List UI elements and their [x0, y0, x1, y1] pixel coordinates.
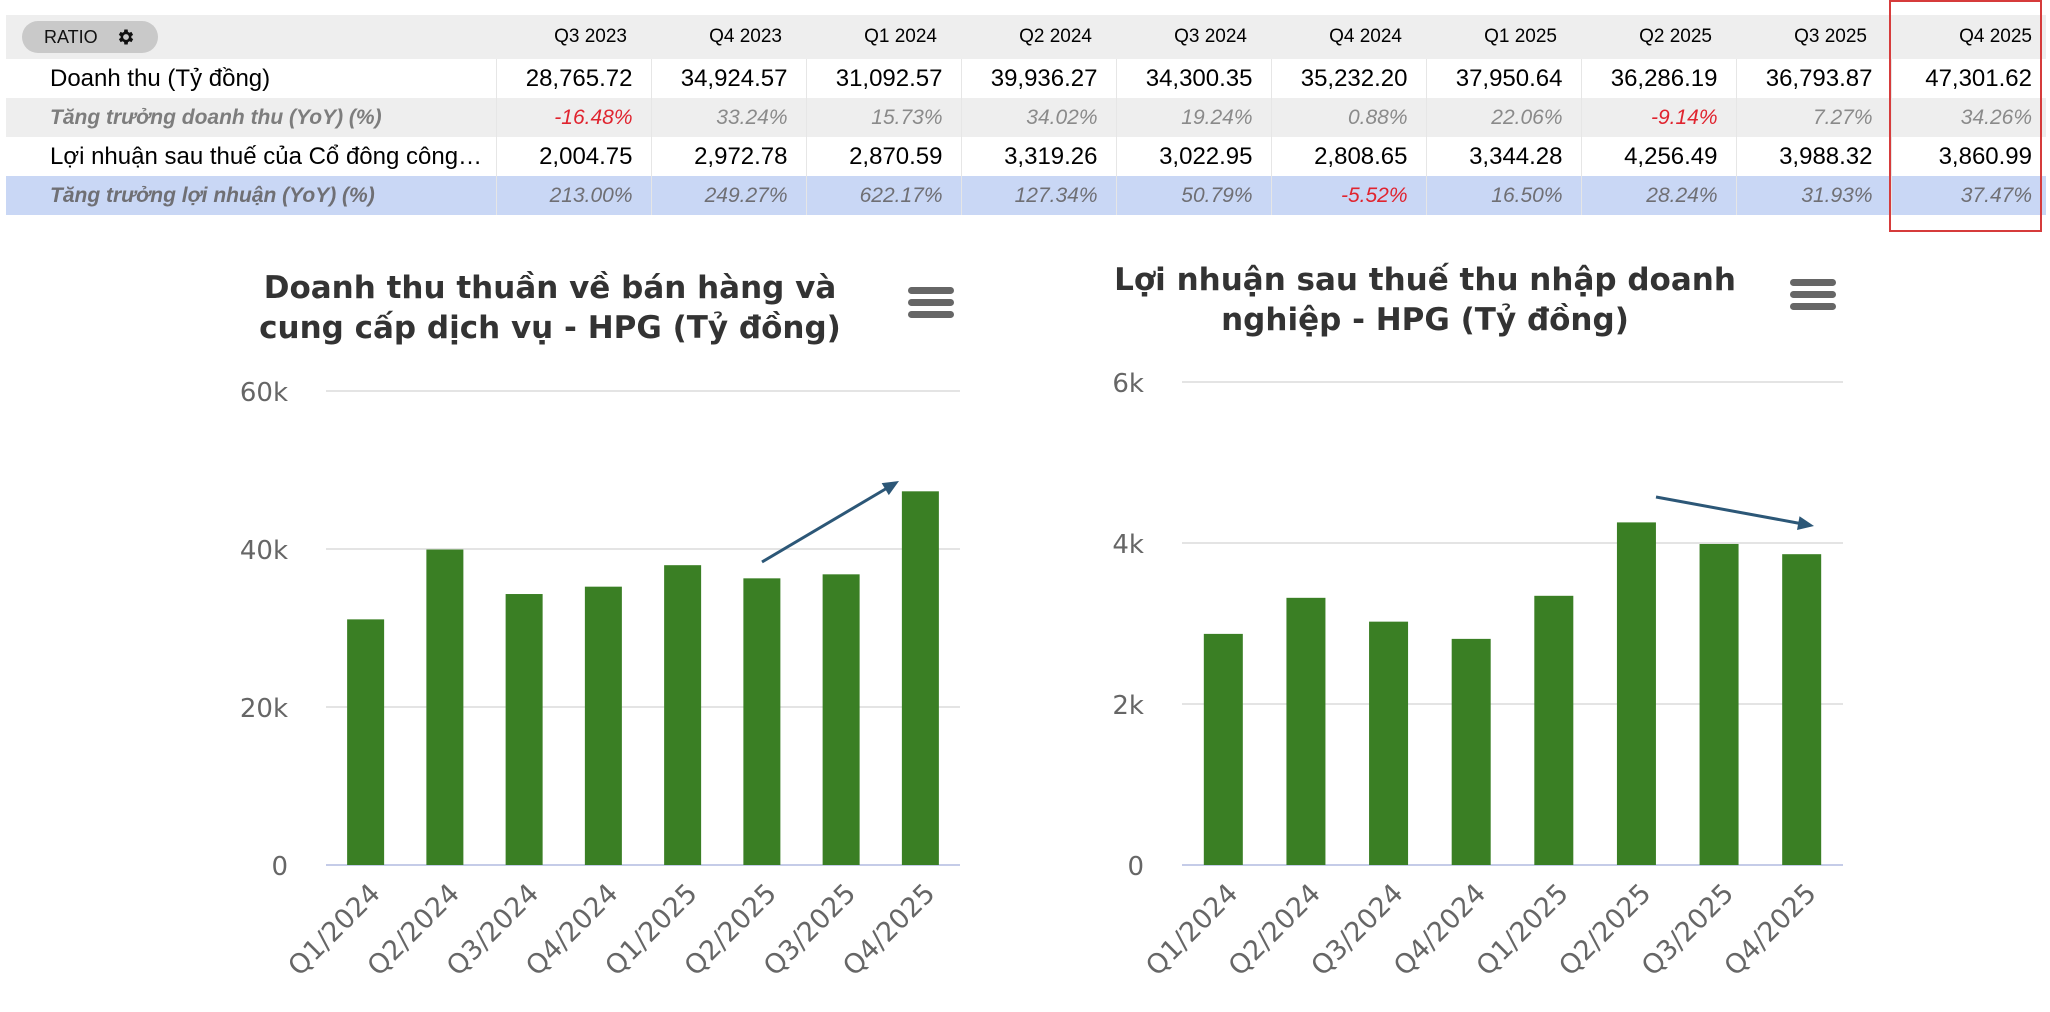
- chart2-title-line1: Lợi nhuận sau thuế thu nhập doanh: [1114, 262, 1736, 298]
- bar[interactable]: [426, 549, 464, 865]
- table-cell: 34.02%: [960, 98, 1116, 137]
- bar[interactable]: [505, 594, 543, 865]
- table-cell: 31,092.57: [805, 59, 961, 98]
- chart1-title-line2: cung cấp dịch vụ - HPG (Tỷ đồng): [259, 310, 841, 346]
- period-header[interactable]: Q4 2023: [709, 26, 782, 47]
- period-header[interactable]: Q3 2023: [554, 26, 627, 47]
- table-cell: 7.27%: [1735, 98, 1891, 137]
- table-cell: 50.79%: [1115, 176, 1271, 215]
- table-cell: 2,972.78: [650, 137, 806, 176]
- table-row: Tăng trưởng lợi nhuận (YoY) (%) 213.00% 24…: [6, 176, 2046, 215]
- chart1-title-line1: Doanh thu thuần về bán hàng và: [263, 270, 837, 306]
- table-cell: 3,860.99: [1890, 137, 2046, 176]
- y-tick-label: 6k: [1112, 369, 1144, 399]
- bar[interactable]: [1203, 633, 1243, 865]
- period-header[interactable]: Q3 2024: [1174, 26, 1247, 47]
- table-cell: 28,765.72: [495, 59, 651, 98]
- table-cell: 0.88%: [1270, 98, 1426, 137]
- chart2-title: Lợi nhuận sau thuế thu nhập doanh nghiệp…: [1105, 260, 1745, 340]
- gear-icon[interactable]: [116, 27, 136, 47]
- y-tick-label: 60k: [240, 378, 288, 408]
- table-cell: 19.24%: [1115, 98, 1271, 137]
- table-cell: 39,936.27: [960, 59, 1116, 98]
- bar[interactable]: [901, 491, 939, 865]
- period-header[interactable]: Q4 2025: [1959, 26, 2032, 47]
- period-header[interactable]: Q3 2025: [1794, 26, 1867, 47]
- table-cell: 37,950.64: [1425, 59, 1581, 98]
- table-cell: 22.06%: [1425, 98, 1581, 137]
- table-cell: -5.52%: [1270, 176, 1426, 215]
- table-cell: 2,870.59: [805, 137, 961, 176]
- y-tick-label: 0: [1127, 852, 1144, 882]
- revenue-bar-chart: 020k40k60kQ1/2024Q2/2024Q3/2024Q4/2024Q1…: [240, 378, 960, 982]
- table-cell: 2,004.75: [495, 137, 651, 176]
- table-cell: 15.73%: [805, 98, 961, 137]
- table-cell: 249.27%: [650, 176, 806, 215]
- table-cell: 4,256.49: [1580, 137, 1736, 176]
- table-cell: 33.24%: [650, 98, 806, 137]
- table-cell: 35,232.20: [1270, 59, 1426, 98]
- chart2-menu-icon[interactable]: [1790, 279, 1836, 317]
- chart1-title: Doanh thu thuần về bán hàng và cung cấp …: [230, 268, 870, 348]
- bar[interactable]: [664, 565, 702, 865]
- chart2-title-line2: nghiệp - HPG (Tỷ đồng): [1221, 302, 1629, 338]
- ratio-label: RATIO: [44, 26, 98, 47]
- table-row: Lợi nhuận sau thuế của Cổ đông công… 2,00…: [6, 137, 2046, 176]
- x-tick-label: Q4/2025: [1719, 878, 1823, 982]
- table-row: Tăng trưởng doanh thu (YoY) (%) -16.48% 33…: [6, 98, 2046, 137]
- trend-up-arrow: [761, 481, 899, 564]
- table-cell: 36,286.19: [1580, 59, 1736, 98]
- table-cell: 213.00%: [495, 176, 651, 215]
- table-cell: 3,319.26: [960, 137, 1116, 176]
- bar[interactable]: [347, 619, 385, 865]
- y-tick-label: 0: [271, 852, 288, 882]
- table-cell: 622.17%: [805, 176, 961, 215]
- period-header[interactable]: Q4 2024: [1329, 26, 1402, 47]
- period-header[interactable]: Q1 2025: [1484, 26, 1557, 47]
- y-tick-label: 4k: [1112, 530, 1144, 560]
- bar[interactable]: [1534, 595, 1574, 865]
- y-tick-label: 2k: [1112, 691, 1144, 721]
- bar[interactable]: [1616, 522, 1656, 865]
- trend-down-arrow: [1655, 495, 1814, 530]
- bar[interactable]: [1369, 621, 1409, 865]
- table-cell: 31.93%: [1735, 176, 1891, 215]
- bar[interactable]: [1451, 638, 1491, 865]
- y-tick-label: 20k: [240, 694, 288, 724]
- table-cell: -9.14%: [1580, 98, 1736, 137]
- table-cell: 127.34%: [960, 176, 1116, 215]
- bar[interactable]: [1286, 597, 1326, 865]
- y-tick-label: 40k: [240, 536, 288, 566]
- bar[interactable]: [1782, 554, 1822, 865]
- period-header[interactable]: Q2 2024: [1019, 26, 1092, 47]
- table-cell: 34,924.57: [650, 59, 806, 98]
- period-header[interactable]: Q1 2024: [864, 26, 937, 47]
- table-cell: 47,301.62: [1890, 59, 2046, 98]
- table-cell: 37.47%: [1890, 176, 2046, 215]
- bar[interactable]: [743, 578, 781, 865]
- chart1-menu-icon[interactable]: [908, 287, 954, 325]
- table-cell: 16.50%: [1425, 176, 1581, 215]
- financial-table: RATIO Q3 2023 Q4 2023 Q1 2024 Q2 2024 Q3…: [6, 15, 2046, 215]
- table-cell: 3,988.32: [1735, 137, 1891, 176]
- ratio-button[interactable]: RATIO: [22, 21, 158, 53]
- table-cell: -16.48%: [495, 98, 651, 137]
- period-header[interactable]: Q2 2025: [1639, 26, 1712, 47]
- table-cell: 34.26%: [1890, 98, 2046, 137]
- bar[interactable]: [822, 574, 860, 865]
- table-cell: 3,022.95: [1115, 137, 1271, 176]
- table-cell: 3,344.28: [1425, 137, 1581, 176]
- table-cell: 2,808.65: [1270, 137, 1426, 176]
- table-row: Doanh thu (Tỷ đồng) 28,765.72 34,924.57 31,…: [6, 59, 2046, 98]
- table-cell: 34,300.35: [1115, 59, 1271, 98]
- table-cell: 28.24%: [1580, 176, 1736, 215]
- table-cell: 36,793.87: [1735, 59, 1891, 98]
- bar[interactable]: [584, 586, 622, 865]
- table-header-row: RATIO Q3 2023 Q4 2023 Q1 2024 Q2 2024 Q3…: [6, 15, 2046, 59]
- bar[interactable]: [1699, 543, 1739, 865]
